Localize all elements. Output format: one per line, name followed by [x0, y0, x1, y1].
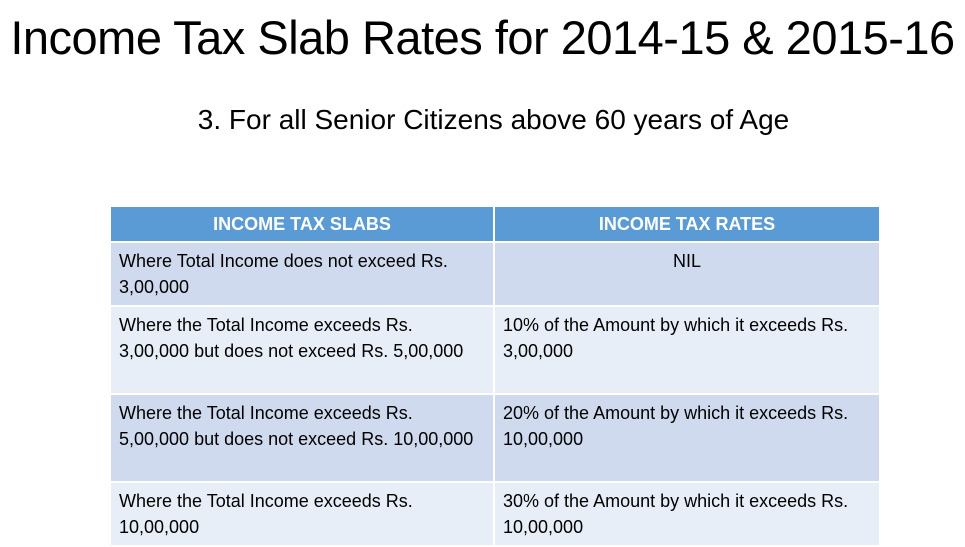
tax-slab-table: INCOME TAX SLABS INCOME TAX RATES Where … [109, 205, 881, 547]
slide-title: Income Tax Slab Rates for 2014-15 & 2015… [10, 11, 955, 64]
slide-subtitle: 3. For all Senior Citizens above 60 year… [197, 104, 790, 135]
table-header-row: INCOME TAX SLABS INCOME TAX RATES [109, 205, 881, 243]
header-income-tax-rates: INCOME TAX RATES [493, 205, 881, 243]
rate-cell: 20% of the Amount by which it exceeds Rs… [493, 393, 881, 483]
slab-cell: Where the Total Income exceeds Rs. 5,00,… [109, 393, 495, 483]
rate-cell: 30% of the Amount by which it exceeds Rs… [493, 481, 881, 547]
header-income-tax-slabs: INCOME TAX SLABS [109, 205, 495, 243]
slab-cell: Where Total Income does not exceed Rs. 3… [109, 241, 495, 307]
slab-cell: Where the Total Income exceeds Rs. 10,00… [109, 481, 495, 547]
rate-cell: 10% of the Amount by which it exceeds Rs… [493, 305, 881, 395]
rate-cell: NIL [493, 241, 881, 307]
table-row: Where the Total Income exceeds Rs. 3,00,… [109, 305, 881, 395]
table-row: Where Total Income does not exceed Rs. 3… [109, 241, 881, 307]
table-row: Where the Total Income exceeds Rs. 5,00,… [109, 393, 881, 483]
table-row: Where the Total Income exceeds Rs. 10,00… [109, 481, 881, 547]
slab-cell: Where the Total Income exceeds Rs. 3,00,… [109, 305, 495, 395]
